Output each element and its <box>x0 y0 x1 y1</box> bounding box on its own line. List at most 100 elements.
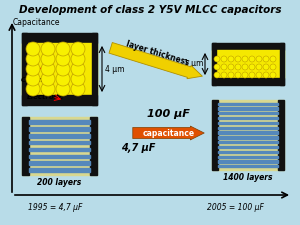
Circle shape <box>41 52 55 66</box>
Bar <box>212 43 284 50</box>
Text: Development of class 2 Y5V MLCC capacitors: Development of class 2 Y5V MLCC capacito… <box>19 5 281 15</box>
Circle shape <box>256 64 262 70</box>
Circle shape <box>26 72 40 86</box>
Text: capacitance: capacitance <box>142 128 195 137</box>
Circle shape <box>71 82 85 96</box>
Bar <box>218 141 278 143</box>
Bar <box>22 33 97 43</box>
Bar <box>212 43 216 85</box>
Bar <box>29 134 90 137</box>
Circle shape <box>56 62 70 76</box>
Circle shape <box>221 64 227 70</box>
Bar <box>218 155 278 158</box>
Circle shape <box>270 64 276 70</box>
Circle shape <box>263 56 269 62</box>
Circle shape <box>41 62 55 76</box>
Text: 4 μm: 4 μm <box>105 65 124 74</box>
Circle shape <box>221 56 227 62</box>
Text: 1400 layers: 1400 layers <box>223 173 273 182</box>
Bar <box>212 78 284 85</box>
Bar <box>212 50 284 78</box>
Circle shape <box>26 62 40 76</box>
Circle shape <box>214 72 220 78</box>
Circle shape <box>26 82 40 96</box>
Bar <box>218 136 278 139</box>
Bar <box>212 100 284 170</box>
Text: 4,7 μF: 4,7 μF <box>121 143 155 153</box>
Bar <box>29 141 90 144</box>
Circle shape <box>242 64 248 70</box>
Circle shape <box>242 56 248 62</box>
Circle shape <box>235 56 241 62</box>
FancyArrowPatch shape <box>109 43 202 79</box>
Circle shape <box>249 64 255 70</box>
Bar <box>218 127 278 129</box>
Circle shape <box>249 56 255 62</box>
Circle shape <box>256 72 262 78</box>
Circle shape <box>26 52 40 66</box>
Bar <box>218 151 278 153</box>
Bar <box>29 161 90 165</box>
Text: 1995 = 4,7 μF: 1995 = 4,7 μF <box>28 202 82 211</box>
Bar <box>22 117 97 175</box>
Bar <box>22 33 27 105</box>
Text: Electrode: Electrode <box>27 94 64 100</box>
Circle shape <box>263 64 269 70</box>
Circle shape <box>235 72 241 78</box>
Bar <box>90 117 97 175</box>
Bar <box>218 146 278 148</box>
Bar <box>218 122 278 124</box>
Text: 1 μm: 1 μm <box>184 59 203 68</box>
Circle shape <box>71 42 85 56</box>
Bar <box>22 43 97 95</box>
Circle shape <box>56 82 70 96</box>
Text: layer thickness: layer thickness <box>125 40 190 68</box>
Circle shape <box>214 64 220 70</box>
Circle shape <box>221 72 227 78</box>
Circle shape <box>71 52 85 66</box>
Bar <box>29 148 90 151</box>
Circle shape <box>228 72 234 78</box>
Bar <box>218 160 278 163</box>
Circle shape <box>71 62 85 76</box>
Circle shape <box>242 72 248 78</box>
Circle shape <box>270 56 276 62</box>
Text: 100 μF: 100 μF <box>147 109 189 119</box>
Circle shape <box>41 72 55 86</box>
Circle shape <box>263 72 269 78</box>
Bar <box>92 33 97 105</box>
Text: Capacitance: Capacitance <box>13 18 61 27</box>
Bar <box>278 100 284 170</box>
Circle shape <box>56 42 70 56</box>
Circle shape <box>270 72 276 78</box>
Bar <box>218 165 278 167</box>
Text: 200 layers: 200 layers <box>38 178 82 187</box>
Text: 2005 = 100 μF: 2005 = 100 μF <box>207 202 263 211</box>
Bar <box>22 117 29 175</box>
Circle shape <box>41 42 55 56</box>
Bar <box>218 131 278 134</box>
Circle shape <box>56 72 70 86</box>
Circle shape <box>41 82 55 96</box>
Circle shape <box>235 64 241 70</box>
Circle shape <box>228 56 234 62</box>
Bar <box>29 127 90 131</box>
Circle shape <box>26 42 40 56</box>
Bar <box>218 112 278 115</box>
Circle shape <box>228 64 234 70</box>
FancyArrowPatch shape <box>133 126 204 140</box>
Bar <box>29 168 90 172</box>
Circle shape <box>214 56 220 62</box>
Bar <box>29 155 90 158</box>
Bar <box>218 103 278 105</box>
Circle shape <box>249 72 255 78</box>
Bar <box>218 107 278 110</box>
Circle shape <box>256 56 262 62</box>
Bar <box>22 95 97 105</box>
Bar <box>280 43 284 85</box>
Bar <box>29 120 90 124</box>
Circle shape <box>56 52 70 66</box>
Bar <box>218 117 278 119</box>
Circle shape <box>71 72 85 86</box>
Bar <box>212 100 218 170</box>
